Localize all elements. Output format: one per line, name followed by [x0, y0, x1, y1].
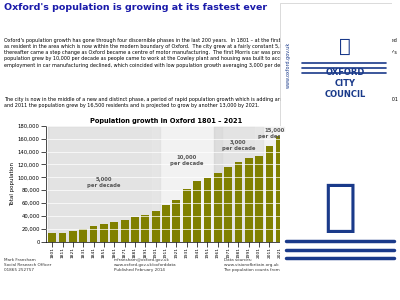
Bar [193, 181, 201, 242]
Text: 5,000
per decade: 5,000 per decade [87, 177, 121, 188]
Bar [214, 173, 222, 242]
Bar [48, 126, 160, 242]
Bar [131, 217, 139, 242]
Text: Oxford's population is growing at its fastest ever: Oxford's population is growing at its fa… [4, 3, 267, 12]
Bar [214, 126, 263, 242]
Bar [162, 205, 170, 242]
Text: Mark Fransham
Social Research Officer
01865 252757: Mark Fransham Social Research Officer 01… [4, 258, 51, 272]
Bar [121, 220, 128, 242]
Text: 🐂: 🐂 [339, 37, 351, 56]
Bar [255, 126, 284, 242]
Bar [142, 214, 149, 242]
Bar [266, 146, 273, 242]
Text: mfransham@oxford.gov.uk
www.oxford.gov.uk/oxforddata
Published February 2014: mfransham@oxford.gov.uk www.oxford.gov.u… [114, 258, 176, 272]
Bar [255, 155, 263, 242]
Text: OXFORD
CITY
COUNCIL: OXFORD CITY COUNCIL [324, 68, 366, 99]
Bar [69, 231, 77, 242]
Bar [183, 189, 190, 242]
Bar [90, 226, 98, 242]
Text: 15,000
per decade: 15,000 per decade [258, 128, 291, 139]
Text: Oxford's population growth has gone through four discernible phases in the last : Oxford's population growth has gone thro… [4, 38, 397, 68]
Bar [172, 200, 180, 242]
Text: www.oxford.gov.uk: www.oxford.gov.uk [285, 41, 290, 88]
Bar [100, 224, 108, 242]
Text: 🐂: 🐂 [323, 181, 357, 235]
Bar [48, 233, 56, 242]
Bar [245, 158, 253, 242]
Bar [152, 211, 160, 242]
Y-axis label: Total population: Total population [10, 162, 15, 206]
Text: 10,000
per decade: 10,000 per decade [170, 155, 204, 166]
Text: Data sources:
www.visionofbritain.org.uk / England & Wales Censuses
The populati: Data sources: www.visionofbritain.org.uk… [224, 258, 398, 272]
Bar [110, 222, 118, 242]
Text: 3,000
per decade: 3,000 per decade [222, 140, 255, 151]
Bar [152, 126, 222, 242]
Bar [234, 162, 242, 242]
Bar [79, 229, 87, 242]
Text: The city is now in the middle of a new and distinct phase, a period of rapid pop: The city is now in the middle of a new a… [4, 97, 398, 108]
Bar [224, 167, 232, 242]
Bar [59, 233, 66, 242]
Bar [276, 136, 284, 242]
Bar [204, 178, 211, 242]
Title: Population growth in Oxford 1801 – 2021: Population growth in Oxford 1801 – 2021 [90, 118, 242, 124]
